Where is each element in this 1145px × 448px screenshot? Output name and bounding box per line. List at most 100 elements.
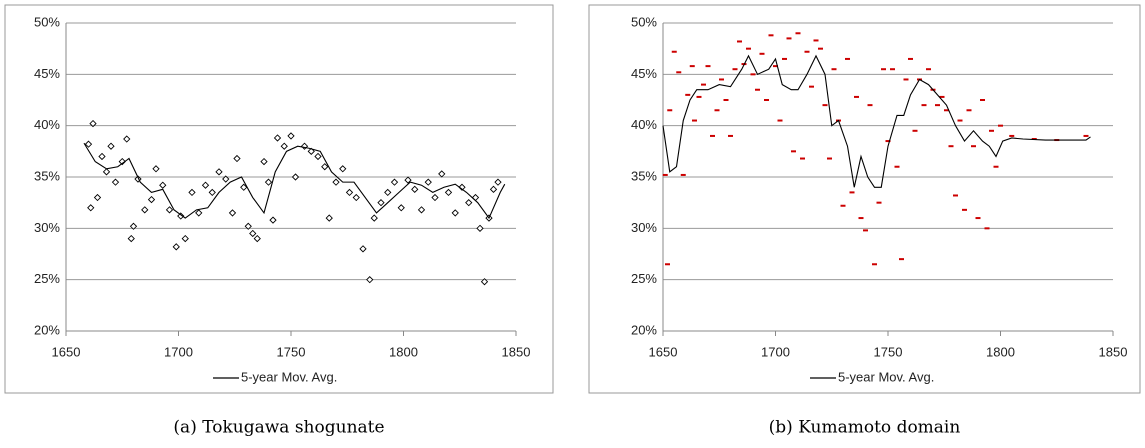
data-point (287, 132, 295, 140)
data-point (417, 206, 426, 214)
data-point (809, 85, 814, 88)
data-point (782, 57, 787, 60)
data-point (665, 263, 670, 266)
data-point (692, 119, 697, 122)
data-point (845, 57, 850, 60)
caption: (b) Kumamoto domain (769, 418, 961, 438)
data-point (244, 222, 252, 230)
data-point (253, 234, 261, 243)
data-point (384, 188, 392, 197)
data-point (701, 83, 706, 86)
data-point (273, 134, 282, 142)
data-point (680, 173, 686, 176)
data-point (944, 109, 949, 112)
data-point (939, 95, 945, 98)
data-point (667, 109, 673, 112)
data-point (750, 73, 756, 76)
data-point (345, 188, 354, 197)
data-point (984, 227, 990, 230)
data-point (480, 278, 489, 286)
data-point (404, 176, 412, 184)
data-point (438, 170, 446, 178)
data-point (953, 194, 958, 197)
data-point (280, 142, 288, 150)
y-tick-label: 50% (34, 14, 60, 29)
moving-average-line (662, 54, 1091, 188)
data-point (352, 193, 360, 202)
data-point (980, 99, 985, 101)
data-point (129, 222, 138, 230)
x-tick-label: 1650 (52, 344, 81, 359)
data-point (791, 150, 796, 153)
data-point (444, 188, 453, 197)
data-point (858, 217, 864, 220)
data-point (975, 217, 981, 220)
data-point (307, 147, 315, 155)
y-tick-label: 30% (631, 220, 657, 235)
x-tick-label: 1850 (1099, 344, 1128, 359)
data-point (177, 212, 185, 220)
data-point (705, 65, 711, 68)
data-point (890, 68, 895, 71)
data-point (854, 95, 859, 98)
data-point (818, 47, 823, 50)
data-point (908, 57, 913, 60)
x-tick-label: 1700 (761, 344, 790, 359)
data-point (1083, 134, 1089, 137)
data-point (912, 129, 918, 132)
y-tick-label: 20% (631, 322, 657, 337)
data-point (714, 109, 720, 112)
data-point (107, 142, 115, 150)
chart-frame (588, 4, 1141, 394)
data-point (926, 68, 931, 71)
data-point (127, 234, 135, 243)
data-point (813, 39, 819, 42)
data-point (768, 34, 774, 37)
data-point (111, 178, 120, 186)
data-point (141, 206, 149, 214)
data-point (431, 193, 439, 202)
data-point (370, 214, 378, 222)
data-point (118, 157, 126, 166)
x-tick-label: 1800 (986, 344, 1015, 359)
data-point (249, 229, 257, 238)
data-point (804, 50, 810, 53)
data-point (325, 214, 333, 222)
data-point (676, 71, 682, 74)
data-point (366, 276, 374, 284)
data-point (671, 50, 677, 53)
x-tick-label: 1800 (389, 344, 418, 359)
data-point (696, 95, 702, 98)
data-point (465, 199, 473, 207)
data-point (269, 216, 277, 224)
y-tick-label: 45% (34, 66, 60, 81)
y-tick-label: 35% (34, 168, 60, 183)
data-point (759, 52, 765, 55)
data-point (233, 154, 241, 163)
x-tick-label: 1750 (277, 344, 306, 359)
data-point (962, 208, 967, 211)
data-point (123, 135, 131, 143)
data-point (903, 78, 909, 81)
y-tick-label: 35% (631, 168, 657, 183)
data-point (172, 243, 180, 251)
data-point (165, 206, 174, 214)
data-point (786, 37, 792, 40)
x-tick-label: 1750 (874, 344, 903, 359)
legend-label: 5-year Mov. Avg. (241, 369, 337, 384)
data-point (152, 165, 160, 173)
data-point (321, 163, 329, 171)
data-point (240, 183, 248, 191)
data-point (377, 199, 385, 207)
data-point (822, 104, 828, 107)
x-tick-label: 1700 (164, 344, 193, 359)
data-point (188, 188, 196, 197)
data-point (494, 178, 502, 186)
data-point (894, 165, 900, 168)
data-point (764, 99, 769, 101)
y-tick-label: 50% (631, 14, 657, 29)
data-point (201, 181, 210, 189)
y-tick-label: 45% (631, 66, 657, 81)
data-point (411, 185, 419, 193)
